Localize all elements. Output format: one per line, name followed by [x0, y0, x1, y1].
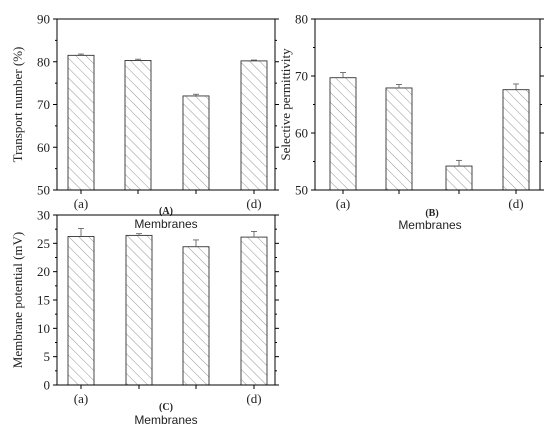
x-tick-label: (d): [508, 196, 523, 211]
bar: [445, 165, 473, 191]
x-tick-label: (a): [74, 196, 88, 211]
y-tick-label: 70: [295, 69, 308, 84]
y-tick-label: 60: [295, 126, 308, 141]
x-axis-title: Membranes: [134, 217, 197, 231]
bar: [240, 60, 268, 191]
y-tick-label: 80: [295, 12, 308, 27]
y-tick-label: 90: [37, 12, 50, 27]
bar: [67, 236, 95, 386]
bar: [182, 95, 210, 191]
y-tick-label: 50: [295, 183, 308, 198]
y-axis-title: Transport number (%): [10, 47, 25, 163]
bar: [502, 89, 530, 191]
bar: [385, 87, 413, 191]
y-tick-label: 30: [37, 208, 50, 223]
chart-panel-c: 0 5 10 15 20 25 30 (a) (d) Membrane potential (mV…: [10, 208, 279, 427]
y-tick-label: 60: [37, 140, 50, 155]
x-axis-title: Membranes: [398, 218, 461, 232]
bar: [67, 54, 95, 191]
chart-panel-a: 50 60 70 80 90 (a) (d) Transport number (%) (A)M…: [10, 12, 279, 231]
y-axis-title: Membrane potential (mV): [10, 232, 25, 368]
panel-label: (A): [159, 206, 173, 217]
x-tick-label: (a): [74, 391, 88, 406]
x-tick-label: (d): [246, 391, 261, 406]
bar: [182, 246, 210, 386]
y-tick-label: 80: [37, 54, 50, 69]
y-tick-label: 25: [37, 236, 50, 251]
chart-panel-b: 50 60 70 80 (a) (d) Selective permittivity (B)M…: [278, 12, 544, 232]
y-tick-label: 15: [37, 293, 50, 308]
bar: [125, 234, 153, 386]
y-tick-label: 20: [37, 264, 50, 279]
panel-label: (B): [425, 208, 438, 219]
y-axis-title: Selective permittivity: [278, 48, 293, 161]
bar: [124, 60, 152, 191]
y-tick-label: 0: [44, 378, 51, 393]
x-axis-title: Membranes: [134, 413, 197, 427]
x-tick-label: (a): [336, 196, 350, 211]
y-tick-label: 50: [37, 183, 50, 198]
bar: [329, 77, 357, 191]
x-tick-label: (d): [246, 196, 261, 211]
y-tick-label: 70: [37, 97, 50, 112]
y-tick-label: 5: [44, 349, 51, 364]
bar: [240, 236, 268, 386]
panel-label: (C): [159, 402, 173, 413]
y-tick-label: 10: [37, 321, 50, 336]
